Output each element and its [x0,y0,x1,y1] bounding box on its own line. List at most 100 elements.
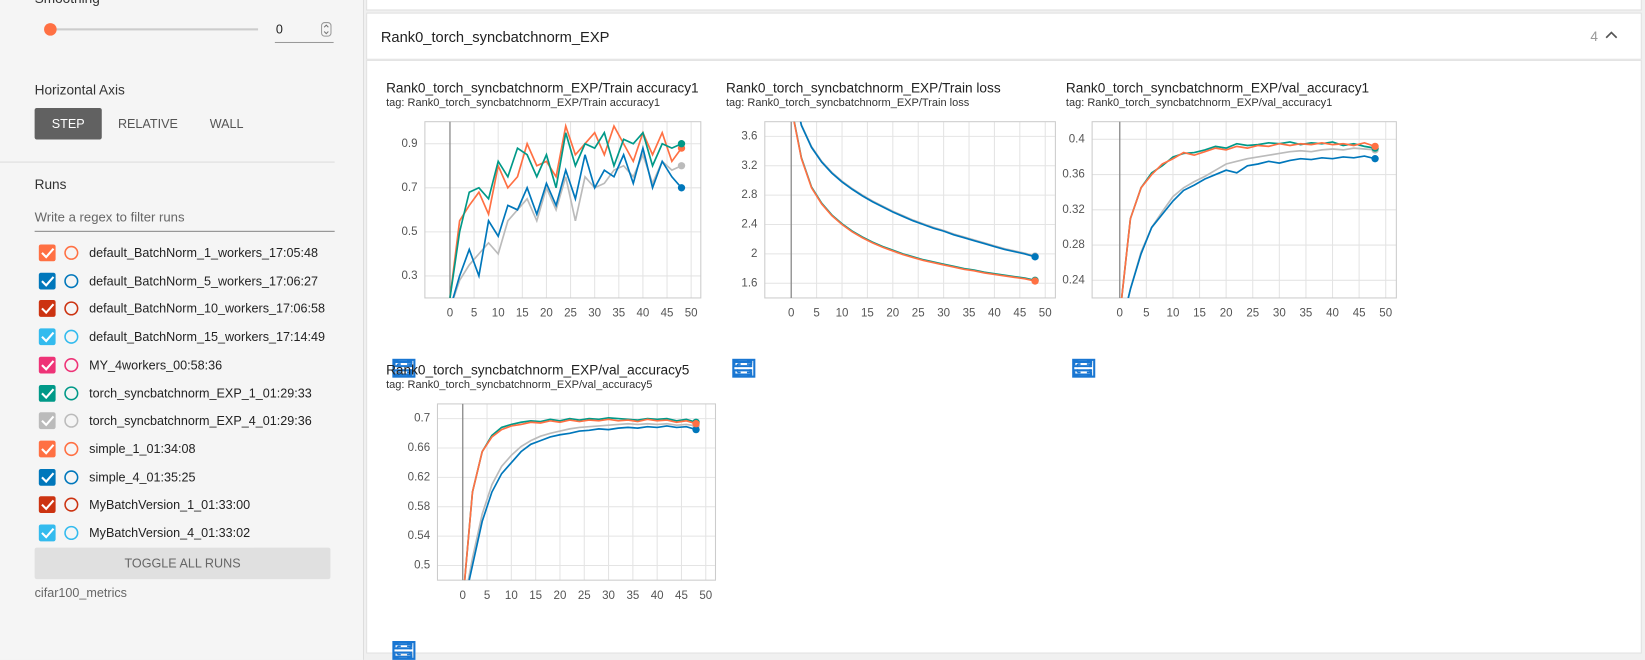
icon-glyph [1073,360,1093,376]
divider [0,161,335,163]
run-color-circle[interactable] [64,385,79,400]
y-tick-label: 0.7 [402,182,418,194]
run-toggle[interactable] [0,351,84,376]
x-tick-label: 35 [612,308,625,320]
series-line [449,130,682,298]
run-color-circle[interactable] [64,245,79,260]
run-checkbox[interactable] [38,300,56,318]
run-filter[interactable]: Write a regex to filter runs [34,210,335,232]
run-checkbox[interactable] [38,244,56,262]
axis-button[interactable]: STEP [34,108,102,140]
chart-actions [732,327,757,378]
run-name: torch_syncbatchnorm_EXP_1_01:29:33 [89,385,312,401]
run-color-circle[interactable] [64,413,79,428]
run-toggle[interactable] [0,239,84,264]
y-tick-label: 0.66 [408,442,430,454]
run-toggle[interactable] [0,379,84,404]
check-mark [41,388,55,399]
run-checkbox[interactable] [38,272,56,290]
x-tick-label: 50 [685,308,698,320]
run-toggle[interactable] [0,267,84,292]
run-row[interactable]: simple_4_01:35:25 [0,463,346,488]
run-color-circle[interactable] [64,497,79,513]
run-color-circle[interactable] [64,301,79,316]
run-row[interactable]: torch_syncbatchnorm_EXP_1_01:29:33 [0,379,346,404]
chart-tag: tag: Rank0_torch_syncbatchnorm_EXP/val_a… [1065,96,1333,110]
x-tick-label: 5 [471,308,477,320]
x-tick-label: 10 [505,590,518,602]
x-tick-label: 5 [1143,308,1149,320]
collapse-icon[interactable] [1605,29,1618,42]
run-color-circle[interactable] [64,525,79,541]
icon-glyph [1072,358,1096,378]
run-color-circle[interactable] [64,441,79,456]
run-toggle[interactable] [0,295,84,320]
run-checkbox[interactable] [38,356,56,374]
series-group [463,417,700,581]
x-tick-label: 10 [1167,308,1180,320]
axis-button[interactable]: RELATIVE [117,116,178,132]
toggle-all-runs[interactable]: TOGGLE ALL RUNS [34,547,331,580]
run-toggle[interactable] [0,435,84,460]
run-row[interactable]: MyBatchVersion_1_01:33:00 [0,491,346,516]
series-line [1127,155,1376,298]
plot-frame [424,121,702,299]
run-row[interactable]: torch_syncbatchnorm_EXP_4_01:29:36 [0,407,346,432]
y-tick-label: 3.6 [741,130,757,142]
chart-actions [392,610,417,660]
check-mark [41,359,55,371]
chart-title: Rank0_torch_syncbatchnorm_EXP/Train accu… [386,79,699,96]
run-toggle[interactable] [0,463,84,488]
run-checkbox[interactable] [38,384,56,402]
run-row[interactable]: MY_4workers_00:58:36 [0,351,346,376]
series-line [1120,141,1376,298]
smoothing-input[interactable]: 0 [274,19,334,44]
run-name: default_BatchNorm_5_workers_17:06:27 [89,273,319,289]
group-header[interactable]: Rank0_torch_syncbatchnorm_EXP 4 [366,12,1642,60]
run-color-circle[interactable] [64,469,79,484]
group-title: Rank0_torch_syncbatchnorm_EXP [380,28,610,46]
x-tick-label: 50 [699,590,712,602]
x-tick-label: 5 [813,308,819,320]
x-tick-label: 0 [788,308,794,320]
icon-glyph [392,358,416,378]
spinner[interactable] [321,22,332,37]
run-checkbox[interactable] [38,496,56,514]
run-checkbox[interactable] [38,328,56,346]
run-toggle[interactable] [0,519,84,544]
run-row[interactable]: default_BatchNorm_5_workers_17:06:27 [0,267,346,292]
run-toggle[interactable] [0,323,84,348]
x-tick-label: 25 [564,308,577,320]
check-mark [41,275,55,287]
x-tick-label: 45 [1013,308,1026,320]
run-row[interactable]: default_BatchNorm_10_workers_17:06:58 [0,295,346,320]
run-row[interactable]: default_BatchNorm_15_workers_17:14:49 [0,323,346,348]
last-point [1031,277,1039,285]
run-color-circle[interactable] [64,273,79,288]
run-color-circle[interactable] [64,357,79,372]
last-point [677,140,686,148]
run-row[interactable]: MyBatchVersion_4_01:33:02 [0,519,346,544]
run-row[interactable]: default_BatchNorm_1_workers_17:05:48 [0,239,346,264]
series-line [463,417,697,581]
run-checkbox[interactable] [38,412,56,430]
run-name: MyBatchVersion_1_01:33:00 [89,497,251,513]
run-checkbox[interactable] [38,468,56,486]
x-tick-label: 25 [912,308,925,320]
check-mark [41,528,55,539]
run-name: MY_4workers_00:58:36 [89,357,223,373]
slider-thumb[interactable] [44,23,57,36]
run-checkbox[interactable] [38,440,56,458]
y-tick-label: 2.4 [741,219,758,231]
series-group [793,121,1039,285]
x-tick-label: 35 [1300,308,1313,320]
run-toggle[interactable] [0,491,84,516]
run-color-circle[interactable] [64,329,79,344]
series-group [449,122,686,298]
y-tick-label: 0.62 [408,471,430,483]
run-row[interactable]: simple_1_01:34:08 [0,435,346,460]
run-checkbox[interactable] [38,524,56,542]
axis-button[interactable]: WALL [209,116,244,132]
y-tick-label: 0.36 [1062,169,1084,181]
run-toggle[interactable] [0,407,84,432]
